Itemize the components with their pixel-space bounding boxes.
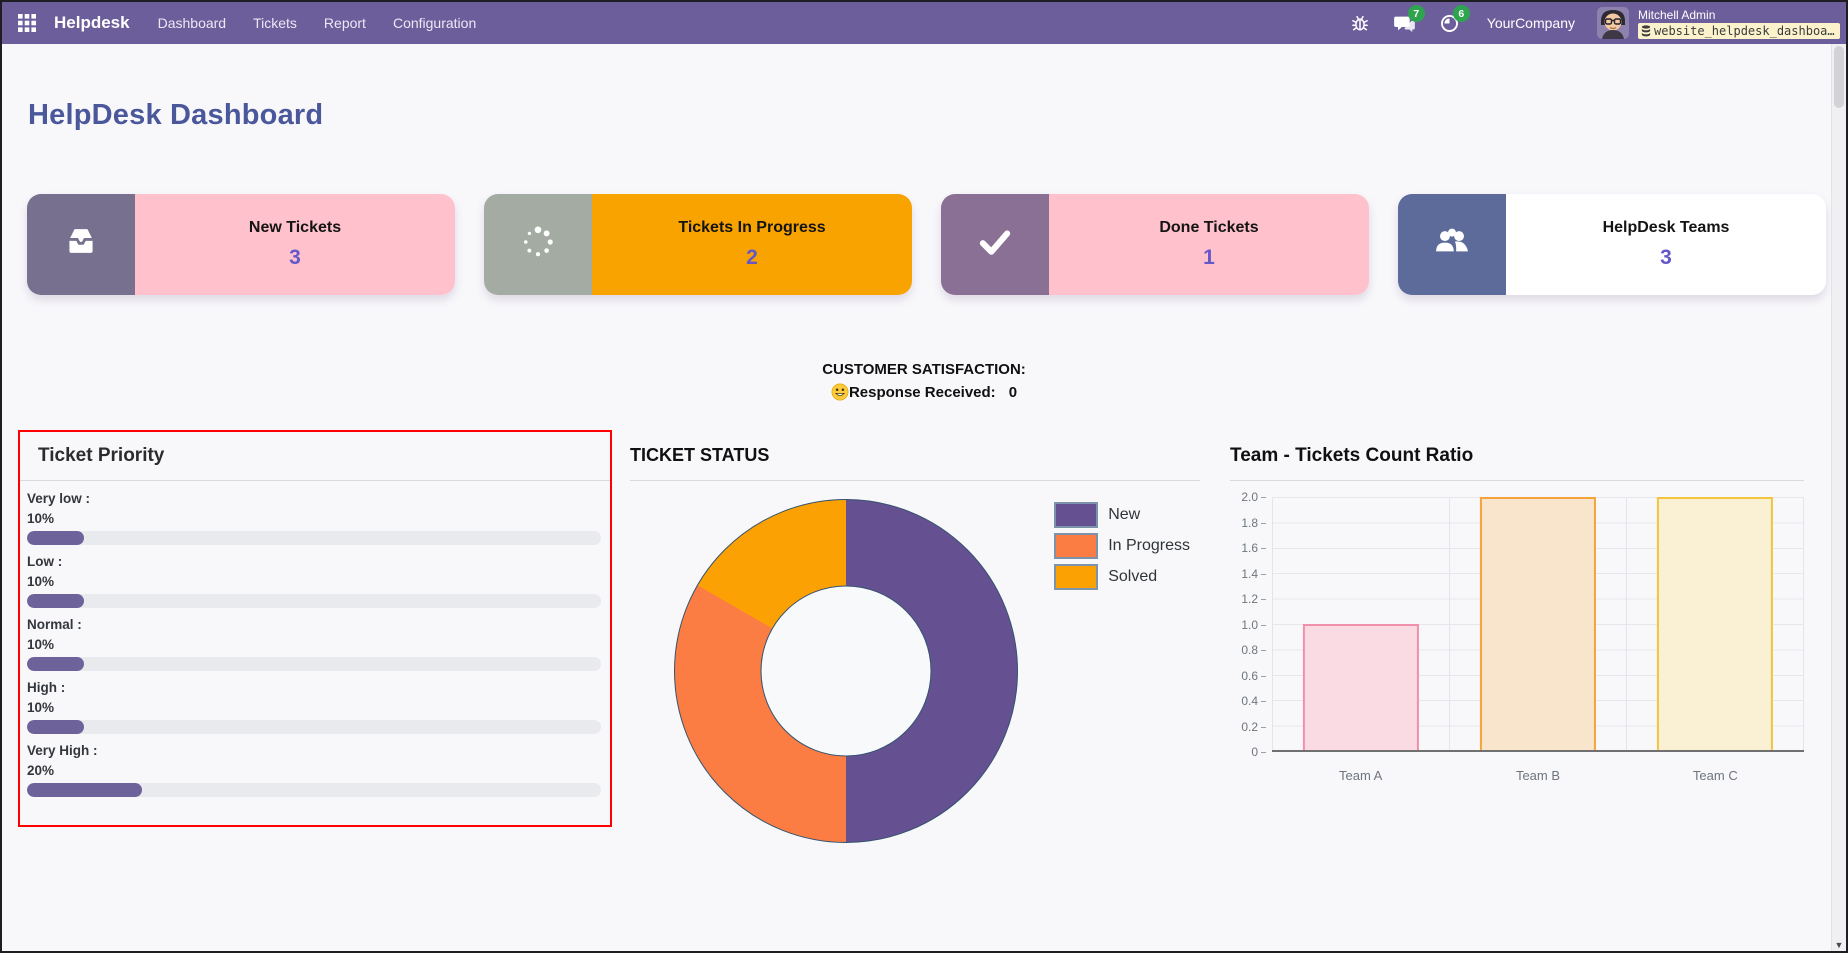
team-ratio-bar-chart: 2.0 1.8 1.6 1.4 1.2 1.0 0.8 0.6 0.4 0.2 0 (1230, 490, 1804, 759)
smiley-icon (831, 383, 849, 401)
priority-row-very-low: Very low : 10% (27, 491, 601, 545)
top-navbar: Helpdesk Dashboard Tickets Report Config… (2, 2, 1846, 44)
x-axis-labels: Team A Team B Team C (1338, 768, 1738, 783)
ticket-status-donut-chart (674, 499, 1018, 843)
legend-swatch (1054, 533, 1099, 559)
legend-item-in-progress[interactable]: In Progress (1054, 533, 1190, 559)
users-icon (1432, 225, 1472, 264)
ticket-priority-title: Ticket Priority (38, 445, 165, 466)
database-icon (1641, 24, 1651, 36)
nav-item-configuration[interactable]: Configuration (392, 15, 477, 31)
apps-grid-icon[interactable] (14, 10, 40, 36)
spinner-icon (520, 224, 556, 265)
activities-badge: 6 (1452, 5, 1470, 22)
kpi-card-helpdesk-teams[interactable]: HelpDesk Teams 3 (1398, 194, 1826, 295)
kpi-label: HelpDesk Teams (1602, 219, 1730, 236)
legend-swatch (1054, 502, 1099, 528)
user-avatar[interactable] (1597, 7, 1629, 39)
kpi-label: Done Tickets (1159, 219, 1259, 236)
progress-bar (27, 720, 85, 734)
bar-team-c (1656, 497, 1774, 750)
priority-row-high: High : 10% (27, 680, 601, 734)
kpi-value: 1 (1203, 246, 1215, 269)
priority-row-normal: Normal : 10% (27, 617, 601, 671)
kpi-card-tickets-in-progress[interactable]: Tickets In Progress 2 (484, 194, 912, 295)
satisfaction-heading: CUSTOMER SATISFACTION: (822, 361, 1026, 378)
progress-bar (27, 783, 142, 797)
priority-row-very-high: Very High : 20% (27, 743, 601, 797)
kpi-value: 3 (289, 246, 301, 269)
legend-item-new[interactable]: New (1054, 502, 1190, 528)
response-received-value: 0 (1008, 383, 1018, 401)
company-switcher[interactable]: YourCompany (1486, 15, 1575, 31)
kpi-value: 2 (746, 246, 758, 269)
page-title: HelpDesk Dashboard (28, 99, 324, 131)
team-ratio-title: Team - Tickets Count Ratio (1230, 445, 1474, 466)
plot-area (1272, 497, 1804, 752)
ticket-status-panel: TICKET STATUS New In Progress Solved (630, 430, 1200, 843)
y-axis-ticks: 2.0 1.8 1.6 1.4 1.2 1.0 0.8 0.6 0.4 0.2 0 (1230, 490, 1266, 759)
nav-item-dashboard[interactable]: Dashboard (157, 15, 227, 31)
inbox-icon (63, 224, 99, 265)
nav-item-tickets[interactable]: Tickets (253, 15, 297, 31)
messages-badge: 7 (1407, 5, 1425, 22)
app-brand[interactable]: Helpdesk (54, 13, 130, 32)
divider (1230, 480, 1804, 481)
nav-item-report[interactable]: Report (323, 15, 366, 31)
ticket-status-title: TICKET STATUS (630, 445, 770, 465)
kpi-card-done-tickets[interactable]: Done Tickets 1 (941, 194, 1369, 295)
progress-bar (27, 531, 85, 545)
debug-database-badge: website_helpdesk_dashboa… (1638, 22, 1840, 39)
divider (630, 480, 1200, 481)
kpi-value: 3 (1660, 246, 1672, 269)
user-name: Mitchell Admin (1638, 7, 1716, 22)
scrollbar-down-arrow[interactable]: ▼ (1834, 940, 1844, 950)
kpi-label: Tickets In Progress (678, 219, 826, 236)
progress-bar (27, 657, 85, 671)
vertical-scrollbar[interactable]: ▼ (1831, 44, 1846, 951)
bug-icon[interactable] (1349, 12, 1371, 34)
messages-icon[interactable]: 7 (1394, 5, 1425, 34)
activities-clock-icon[interactable]: 6 (1439, 5, 1470, 34)
scrollbar-thumb[interactable] (1834, 46, 1844, 108)
ticket-priority-panel: Ticket Priority Very low : 10% Low : 10%… (18, 430, 612, 827)
category-team-a (1272, 497, 1449, 750)
check-icon (978, 225, 1012, 264)
donut-hole (760, 585, 932, 757)
kpi-cards-row: New Tickets 3 Tickets In Progress 2 (27, 194, 1826, 295)
legend-swatch (1054, 564, 1099, 590)
kpi-label: New Tickets (248, 219, 342, 236)
user-menu[interactable]: Mitchell Admin website_helpdesk_dashboa… (1638, 8, 1840, 39)
kpi-card-new-tickets[interactable]: New Tickets 3 (27, 194, 455, 295)
category-team-c (1626, 497, 1804, 750)
customer-satisfaction-block: CUSTOMER SATISFACTION: Response Received… (2, 361, 1846, 401)
category-team-b (1449, 497, 1626, 750)
progress-bar (27, 594, 85, 608)
team-tickets-ratio-panel: Team - Tickets Count Ratio 2.0 1.8 1.6 1.4… (1230, 430, 1804, 783)
priority-row-low: Low : 10% (27, 554, 601, 608)
donut-legend: New In Progress Solved (1054, 502, 1190, 595)
bar-team-a (1302, 623, 1420, 750)
legend-item-solved[interactable]: Solved (1054, 564, 1190, 590)
divider (20, 480, 610, 481)
bar-team-b (1479, 497, 1597, 750)
response-received-label: Response Received: (848, 383, 996, 401)
